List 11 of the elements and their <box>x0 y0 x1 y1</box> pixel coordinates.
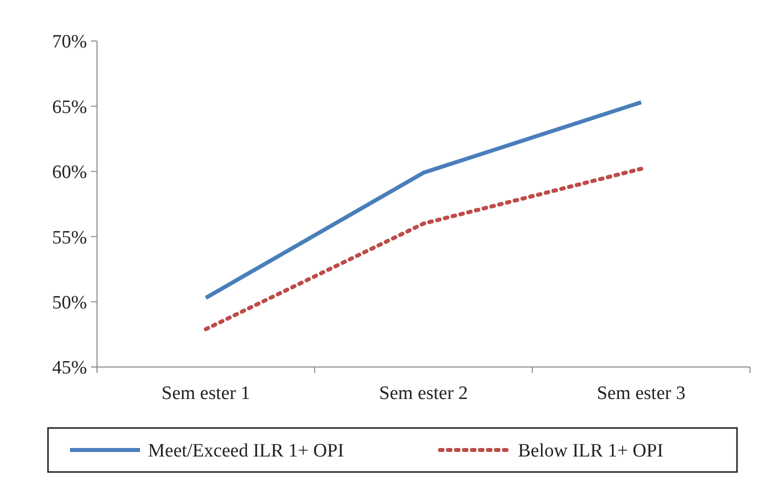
y-tick-label: 70% <box>52 32 88 53</box>
x-tick-label: Sem ester 1 <box>162 383 250 404</box>
y-tick-label: 65% <box>52 96 88 118</box>
y-tick-label: 55% <box>52 227 88 248</box>
y-tick-label: 60% <box>52 162 88 184</box>
y-tick-label: 50% <box>52 292 88 314</box>
legend-label: Meet/Exceed ILR 1+ OPI <box>148 440 344 462</box>
x-tick-label: Sem ester 3 <box>596 383 686 404</box>
x-tick-label: Sem ester 2 <box>379 383 468 404</box>
legend-label: Below ILR 1+ OPI <box>518 440 664 462</box>
y-tick-label: 45% <box>52 358 88 379</box>
